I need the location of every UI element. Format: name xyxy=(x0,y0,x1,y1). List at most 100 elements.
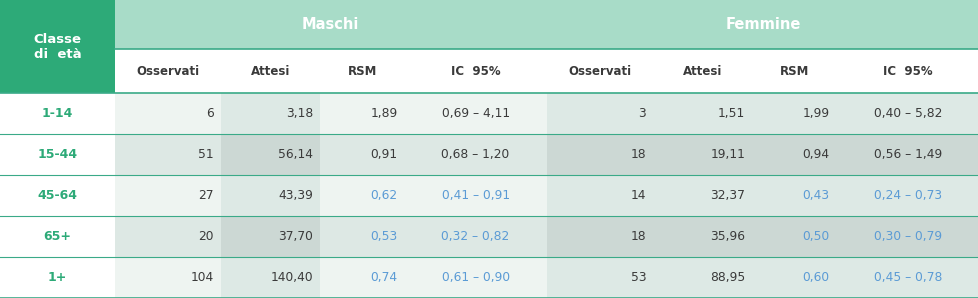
Bar xyxy=(751,49,836,93)
Bar xyxy=(547,175,652,216)
Bar xyxy=(836,49,978,93)
Bar xyxy=(547,134,652,175)
Text: Osservati: Osservati xyxy=(136,65,200,78)
Text: 27: 27 xyxy=(199,189,214,202)
Text: 0,61 – 0,90: 0,61 – 0,90 xyxy=(441,271,510,284)
Text: Osservati: Osservati xyxy=(568,65,631,78)
Bar xyxy=(221,93,320,134)
Text: 0,74: 0,74 xyxy=(370,271,397,284)
Text: 0,40 – 5,82: 0,40 – 5,82 xyxy=(872,107,941,120)
Text: 0,68 – 1,20: 0,68 – 1,20 xyxy=(441,148,510,161)
Bar xyxy=(404,134,547,175)
Bar xyxy=(404,93,547,134)
Bar xyxy=(751,93,836,134)
Text: 1,89: 1,89 xyxy=(370,107,397,120)
Bar xyxy=(320,49,404,93)
Text: 1+: 1+ xyxy=(48,271,67,284)
Bar xyxy=(547,49,652,93)
Bar xyxy=(652,216,751,257)
Bar xyxy=(404,257,547,298)
Text: RSM: RSM xyxy=(347,65,377,78)
Text: 43,39: 43,39 xyxy=(278,189,313,202)
Text: 1,51: 1,51 xyxy=(717,107,744,120)
Bar xyxy=(114,134,221,175)
Bar xyxy=(114,49,221,93)
Bar xyxy=(320,175,404,216)
Bar xyxy=(652,175,751,216)
Text: IC  95%: IC 95% xyxy=(450,65,500,78)
Bar xyxy=(0,93,114,134)
Text: Attesi: Attesi xyxy=(250,65,289,78)
Text: Attesi: Attesi xyxy=(683,65,722,78)
Text: IC  95%: IC 95% xyxy=(882,65,932,78)
Bar xyxy=(114,257,221,298)
Text: 18: 18 xyxy=(630,148,645,161)
Text: 0,43: 0,43 xyxy=(802,189,829,202)
Text: Femmine: Femmine xyxy=(725,17,800,32)
Text: 51: 51 xyxy=(199,148,214,161)
Bar xyxy=(320,216,404,257)
Text: 1-14: 1-14 xyxy=(42,107,73,120)
Bar xyxy=(221,216,320,257)
Bar xyxy=(404,175,547,216)
Bar xyxy=(652,257,751,298)
Text: 0,45 – 0,78: 0,45 – 0,78 xyxy=(872,271,941,284)
Text: Maschi: Maschi xyxy=(302,17,359,32)
Text: 65+: 65+ xyxy=(43,230,71,243)
Bar xyxy=(114,216,221,257)
Bar xyxy=(547,0,978,49)
Bar xyxy=(404,49,547,93)
Text: 0,62: 0,62 xyxy=(370,189,397,202)
Text: 3: 3 xyxy=(638,107,645,120)
Bar xyxy=(836,134,978,175)
Text: 0,94: 0,94 xyxy=(802,148,829,161)
Bar xyxy=(0,175,114,216)
Bar xyxy=(751,257,836,298)
Text: 0,41 – 0,91: 0,41 – 0,91 xyxy=(441,189,510,202)
Bar xyxy=(652,49,751,93)
Bar xyxy=(221,134,320,175)
Bar xyxy=(320,134,404,175)
Bar xyxy=(221,257,320,298)
Bar xyxy=(0,257,114,298)
Text: RSM: RSM xyxy=(778,65,808,78)
Text: 0,69 – 4,11: 0,69 – 4,11 xyxy=(441,107,510,120)
Text: 0,53: 0,53 xyxy=(370,230,397,243)
Bar xyxy=(751,175,836,216)
Text: 1,99: 1,99 xyxy=(802,107,829,120)
Bar xyxy=(751,216,836,257)
Bar xyxy=(320,257,404,298)
Bar xyxy=(836,175,978,216)
Bar xyxy=(404,216,547,257)
Bar xyxy=(0,0,114,93)
Bar xyxy=(652,134,751,175)
Text: 18: 18 xyxy=(630,230,645,243)
Text: 45-64: 45-64 xyxy=(37,189,77,202)
Text: 0,60: 0,60 xyxy=(802,271,829,284)
Bar xyxy=(221,175,320,216)
Bar xyxy=(751,134,836,175)
Text: 35,96: 35,96 xyxy=(709,230,744,243)
Text: 56,14: 56,14 xyxy=(278,148,313,161)
Bar xyxy=(114,93,221,134)
Text: 0,91: 0,91 xyxy=(370,148,397,161)
Text: 14: 14 xyxy=(630,189,645,202)
Bar xyxy=(114,0,547,49)
Text: 0,24 – 0,73: 0,24 – 0,73 xyxy=(872,189,941,202)
Text: 6: 6 xyxy=(206,107,214,120)
Bar xyxy=(0,134,114,175)
Text: 3,18: 3,18 xyxy=(286,107,313,120)
Bar xyxy=(114,175,221,216)
Text: Classe
di  età: Classe di età xyxy=(33,33,81,60)
Text: 88,95: 88,95 xyxy=(709,271,744,284)
Text: 53: 53 xyxy=(630,271,645,284)
Bar xyxy=(836,93,978,134)
Text: 20: 20 xyxy=(199,230,214,243)
Bar xyxy=(221,49,320,93)
Text: 0,56 – 1,49: 0,56 – 1,49 xyxy=(872,148,941,161)
Text: 15-44: 15-44 xyxy=(37,148,77,161)
Text: 140,40: 140,40 xyxy=(270,271,313,284)
Text: 104: 104 xyxy=(191,271,214,284)
Text: 0,30 – 0,79: 0,30 – 0,79 xyxy=(872,230,941,243)
Bar xyxy=(320,93,404,134)
